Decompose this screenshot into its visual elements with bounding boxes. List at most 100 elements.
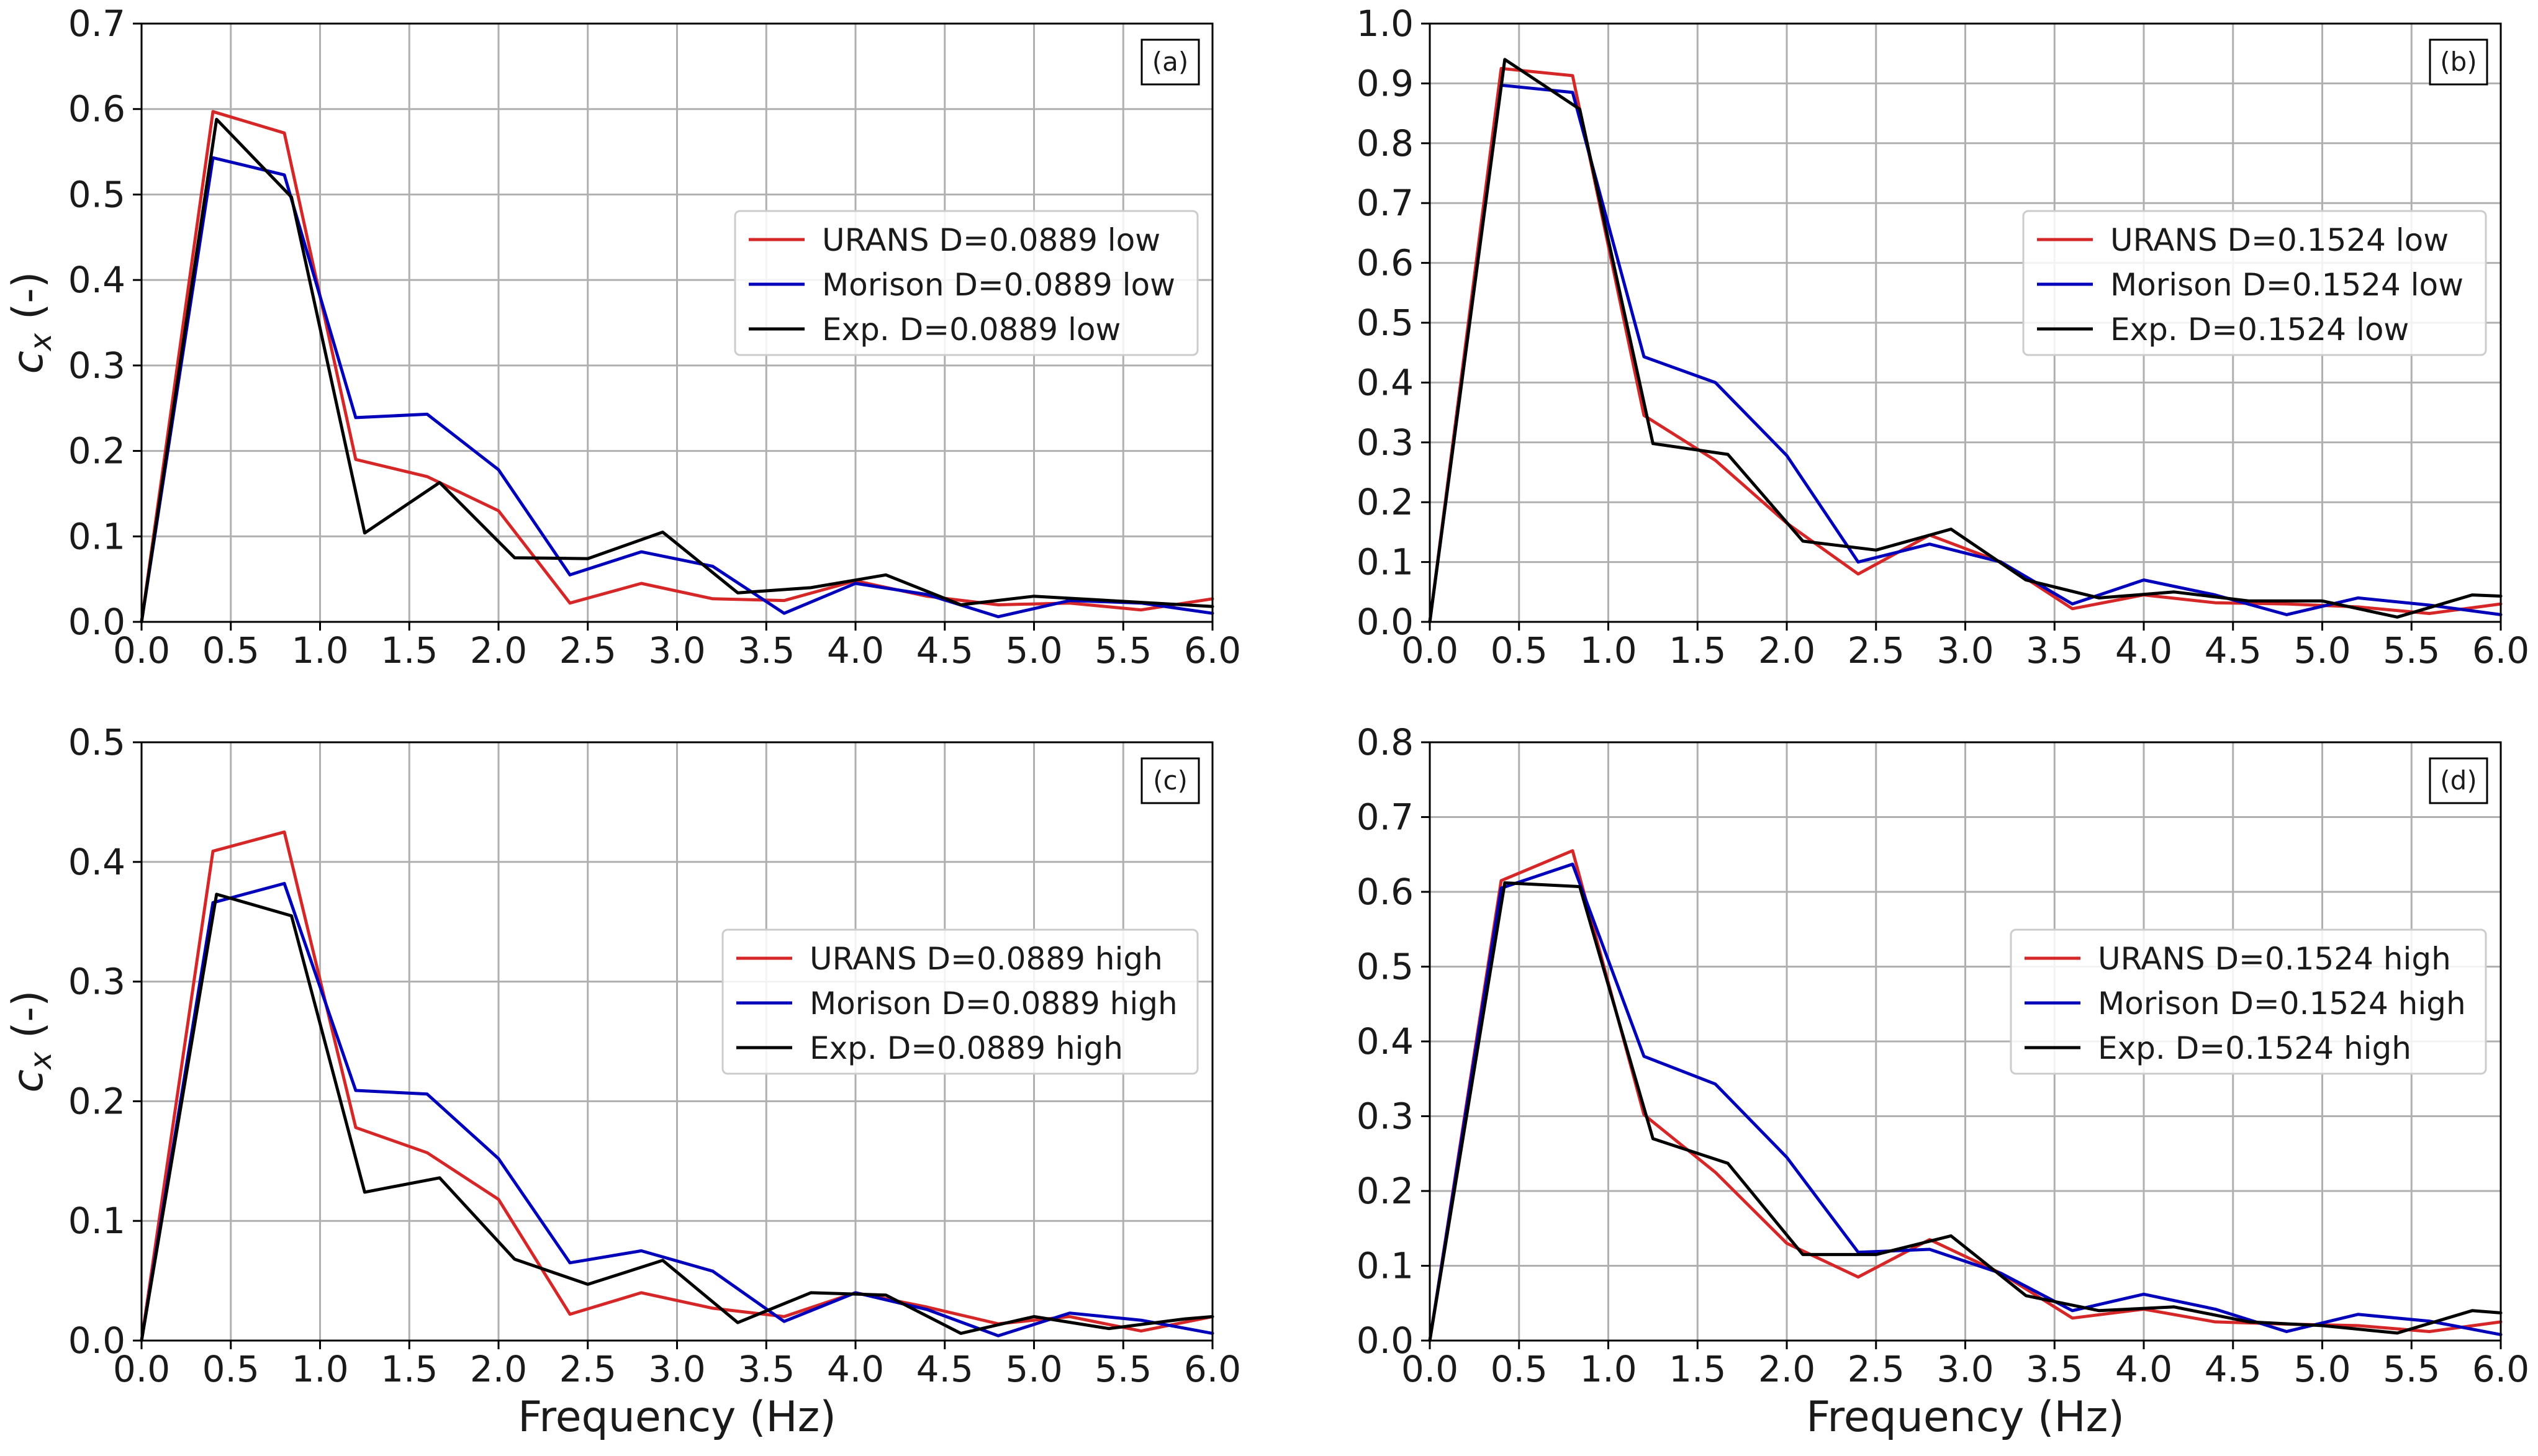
y-tick-label: 0.1 [1357, 1245, 1414, 1287]
y-tick-label: 0.5 [68, 173, 125, 215]
y-tick-label: 0.8 [1357, 721, 1414, 763]
y-tick-label: 0.4 [68, 841, 125, 883]
y-tick-label: 0.7 [1357, 182, 1414, 224]
y-tick-label: 0.2 [68, 1080, 125, 1122]
x-tick-label: 2.0 [1758, 629, 1815, 672]
x-tick-label: 5.5 [1095, 1348, 1152, 1390]
x-tick-label: 2.0 [470, 1348, 527, 1390]
x-tick-label: 3.5 [2026, 1348, 2083, 1390]
x-tick-label: 0.5 [1491, 629, 1548, 672]
y-tick-label: 0.2 [1357, 481, 1414, 523]
y-tick-label: 0.3 [1357, 1095, 1414, 1138]
series-line-b-2 [1428, 58, 2503, 624]
x-tick-label: 1.5 [381, 629, 438, 672]
legend-c: URANS D=0.0889 high Morison D=0.0889 high… [721, 928, 1199, 1075]
x-tick-label: 4.0 [2115, 629, 2172, 672]
legend-frame [734, 210, 1199, 356]
legend-entry-label: URANS D=0.1524 high [2098, 941, 2451, 977]
legend-entry-label: URANS D=0.1524 low [2110, 222, 2449, 258]
y-axis-subscript: x [24, 333, 58, 352]
legend-entry-label: Morison D=0.0889 high [810, 986, 1178, 1022]
x-tick-label: 5.0 [1005, 629, 1062, 672]
x-tick-label: 3.5 [738, 629, 795, 672]
y-tick-label: 0.6 [68, 88, 125, 130]
x-tick-label: 1.5 [1669, 629, 1726, 672]
x-tick-label: 5.5 [2383, 1348, 2440, 1390]
x-tick-label: 6.0 [2472, 629, 2529, 672]
x-tick-label: 4.5 [2205, 629, 2262, 672]
y-tick-label: 0.7 [68, 2, 125, 45]
series-line-d-1 [1428, 862, 2503, 1342]
legend-frame [2022, 210, 2487, 356]
y-tick-label: 0.9 [1357, 62, 1414, 104]
x-tick-label: 4.0 [827, 1348, 884, 1390]
series-line-a-2 [140, 117, 1214, 624]
x-tick-label: 0.0 [1401, 629, 1458, 672]
x-tick-label: 5.0 [2293, 1348, 2351, 1390]
y-tick-label: 0.0 [68, 1319, 125, 1362]
series-line-a-1 [140, 156, 1214, 624]
series-line-b-1 [1428, 83, 2503, 624]
y-axis-unit: (-) [4, 271, 53, 333]
y-tick-label: 0.8 [1357, 122, 1414, 164]
panel-b: 0.0 0.5 1.0 1.5 2.0 2.5 3.0 3.5 4.0 4.5 5.0 5.5 6.0 0… [1357, 2, 2529, 672]
panel-d: 0.0 0.5 1.0 1.5 2.0 2.5 3.0 3.5 4.0 4.5 5.0 5.5 6.0 0… [1357, 721, 2529, 1442]
panel-c: 0.0 0.5 1.0 1.5 2.0 2.5 3.0 3.5 4.0 4.5 5.0 5.5 6.0 0… [4, 721, 1241, 1442]
x-tick-label: 4.5 [916, 1348, 973, 1390]
x-tick-label: 2.5 [1848, 629, 1905, 672]
series-line-d-2 [1428, 881, 2503, 1342]
x-tick-label: 6.0 [2472, 1348, 2529, 1390]
panel-tag-box [1140, 38, 1200, 86]
y-tick-label: 0.5 [1357, 946, 1414, 988]
y-axis-unit: (-) [4, 990, 53, 1051]
legend-entry-label: Exp. D=0.1524 high [2098, 1030, 2411, 1066]
x-tick-label: 3.0 [1936, 1348, 1994, 1390]
x-tick-label: 1.0 [1579, 629, 1637, 672]
x-tick-label: 0.5 [1491, 1348, 1548, 1390]
panel-tag-label: (c) [1153, 765, 1188, 796]
legend-entry-label: URANS D=0.0889 high [810, 941, 1163, 977]
y-tick-label: 0.4 [1357, 1020, 1414, 1063]
x-tick-label: 3.0 [648, 1348, 705, 1390]
legend-entry-label: Exp. D=0.1524 low [2110, 312, 2409, 348]
y-tick-label: 0.7 [1357, 796, 1414, 838]
y-axis-symbol: c [4, 351, 53, 374]
x-tick-label: 3.0 [648, 629, 705, 672]
y-tick-label: 0.6 [1357, 871, 1414, 913]
x-tick-label: 4.5 [916, 629, 973, 672]
legend-frame [721, 928, 1199, 1075]
x-tick-label: 3.0 [1936, 629, 1994, 672]
legend-entry-label: Morison D=0.0889 low [822, 267, 1175, 303]
y-tick-label: 0.0 [1357, 1319, 1414, 1362]
x-tick-label: 5.0 [2293, 629, 2351, 672]
x-tick-label: 0.5 [202, 1348, 260, 1390]
panel-a: 0.0 0.5 1.0 1.5 2.0 2.5 3.0 3.5 4.0 4.5 5.0 5.5 6.0 0… [4, 2, 1241, 672]
y-tick-label: 0.6 [1357, 242, 1414, 284]
x-tick-label: 2.5 [559, 629, 616, 672]
x-tick-label: 3.5 [2026, 629, 2083, 672]
legend-b: URANS D=0.1524 low Morison D=0.1524 low Ex… [2022, 210, 2487, 356]
legend-a: URANS D=0.0889 low Morison D=0.0889 low Ex… [734, 210, 1199, 356]
y-axis-title: cx (-) [4, 990, 58, 1092]
panel-tag-label: (a) [1152, 47, 1189, 77]
panel-tag-label: (b) [2440, 47, 2477, 77]
x-tick-label: 4.5 [2205, 1348, 2262, 1390]
legend-entry-label: Exp. D=0.0889 high [810, 1030, 1123, 1066]
panel-tag-box [2429, 38, 2488, 86]
legend-entry-label: Morison D=0.1524 high [2098, 986, 2466, 1022]
panel-tag-box [2429, 757, 2488, 804]
y-tick-label: 0.1 [68, 1200, 125, 1242]
x-tick-label: 2.5 [1848, 1348, 1905, 1390]
panel-tag-label: (d) [2440, 765, 2477, 796]
series-line-c-1 [140, 882, 1214, 1342]
y-tick-label: 0.3 [1357, 421, 1414, 464]
x-tick-label: 1.0 [291, 629, 348, 672]
y-tick-label: 0.0 [68, 601, 125, 643]
x-tick-label: 6.0 [1184, 1348, 1241, 1390]
x-tick-label: 0.0 [113, 629, 170, 672]
y-tick-label: 0.5 [68, 721, 125, 763]
x-tick-label: 0.5 [202, 629, 260, 672]
y-tick-label: 0.4 [68, 259, 125, 301]
x-tick-label: 1.0 [1579, 1348, 1637, 1390]
